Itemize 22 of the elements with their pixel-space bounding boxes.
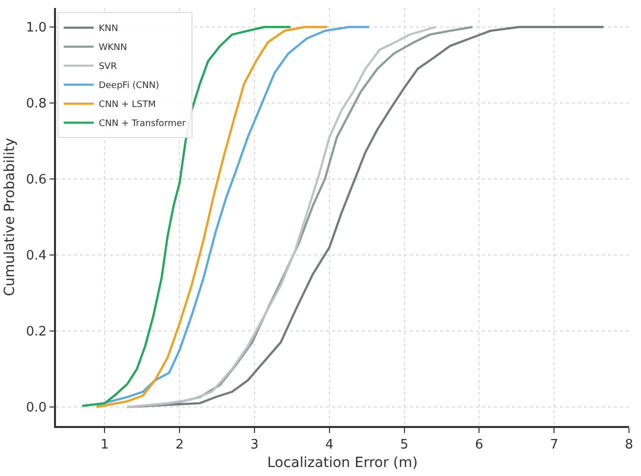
x-tick-label: 2 <box>175 437 184 452</box>
y-tick-label: 0.4 <box>26 248 47 264</box>
legend-label: CNN + Transformer <box>98 119 186 130</box>
y-axis-title: Cumulative Probability <box>2 138 18 296</box>
legend-label: SVR <box>98 62 117 72</box>
x-tick-label: 3 <box>250 437 259 452</box>
y-tick-label: 1.0 <box>26 20 47 36</box>
x-tick-label: 7 <box>550 437 558 452</box>
x-tick-label: 5 <box>400 437 408 452</box>
legend-label: KNN <box>98 24 118 34</box>
y-tick-label: 0.8 <box>26 96 47 112</box>
x-tick-label: 8 <box>624 437 634 452</box>
x-axis-title: Localization Error (m) <box>267 455 418 472</box>
y-tick-label: 0.6 <box>26 172 47 188</box>
legend-label: WKNN <box>98 43 127 54</box>
x-tick-label: 6 <box>475 437 484 452</box>
x-tick-label: 4 <box>325 437 334 452</box>
y-tick-label: 0.2 <box>26 324 47 340</box>
x-tick-label: 1 <box>100 437 109 452</box>
legend-label: CNN + LSTM <box>98 100 156 110</box>
y-tick-label: 0.0 <box>26 400 47 416</box>
legend-label: DeepFi (CNN) <box>98 81 160 92</box>
